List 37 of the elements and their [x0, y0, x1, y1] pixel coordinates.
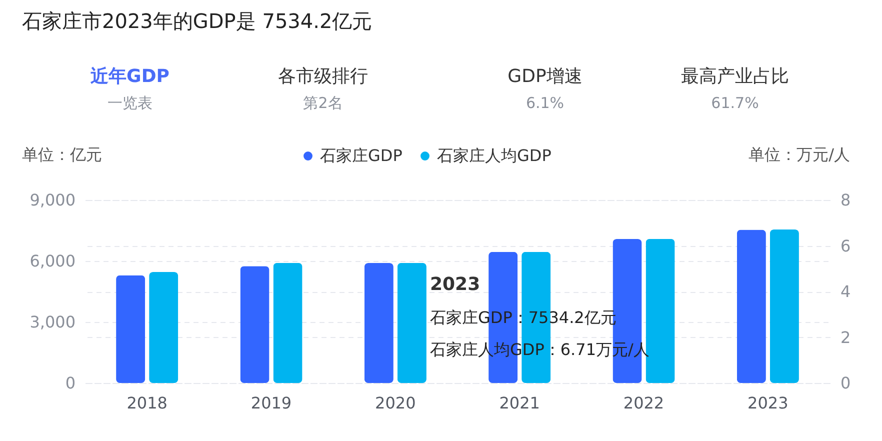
text: 近年GDP [90, 66, 170, 87]
bar [736, 230, 766, 383]
chart-title: 石家庄市2023年的GDP是 7534.2亿元 [22, 9, 372, 33]
x-tick-label: 2021 [499, 394, 540, 412]
y2-tick-label: 6 [840, 236, 851, 256]
bar [116, 275, 146, 383]
y2-tick-label: 2 [840, 328, 851, 347]
bar [397, 262, 426, 383]
bar [770, 230, 799, 383]
y2-tick-label: 8 [840, 190, 851, 210]
text: 61.7% [711, 94, 759, 112]
annotation: 2023 [430, 274, 480, 295]
legend-label: 石家庄GDP [320, 146, 403, 165]
text: GDP增速 [508, 66, 582, 87]
text: 最高产业占比 [681, 66, 789, 87]
y-tick-label: 3,000 [30, 312, 76, 332]
x-tick-label: 2023 [748, 394, 788, 412]
x-tick-label: 2020 [375, 394, 416, 412]
y-tick-label: 9,000 [30, 190, 76, 210]
y-tick-label: 0 [65, 374, 76, 392]
text: 6.1% [526, 94, 564, 112]
text: 第2名 [303, 94, 343, 112]
x-tick-label: 2019 [250, 394, 292, 412]
x-tick-label: 2022 [623, 394, 664, 412]
bar [273, 262, 302, 383]
legend-label: 石家庄人均GDP [437, 146, 552, 165]
y2-tick-label: 0 [840, 374, 851, 392]
text: 各市级排行 [278, 66, 368, 87]
bar [364, 263, 394, 383]
bar [149, 272, 178, 383]
y-tick-label: 6,000 [30, 252, 76, 270]
bar [240, 266, 270, 383]
y2-tick-label: 4 [840, 282, 851, 301]
y2-axis-title: 单位：万元/人 [748, 145, 850, 164]
x-tick-label: 2018 [126, 394, 168, 412]
text: 一览表 [108, 94, 152, 112]
y-axis-title: 单位：亿元 [22, 145, 102, 164]
